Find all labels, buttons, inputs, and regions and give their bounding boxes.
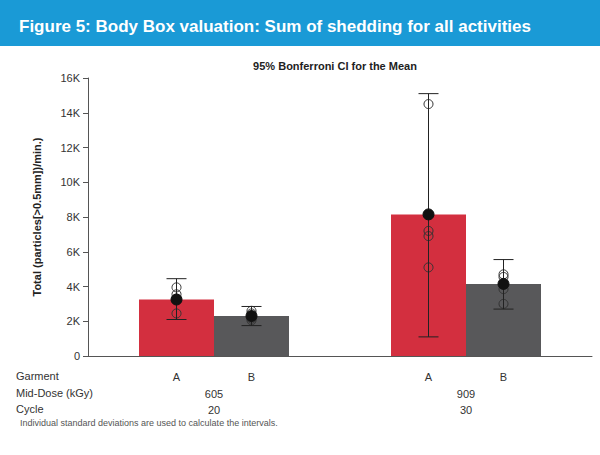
svg-text:30: 30 [460, 404, 472, 416]
svg-text:A: A [425, 371, 433, 383]
svg-text:Mid-Dose (kGy): Mid-Dose (kGy) [16, 387, 93, 399]
svg-text:Figure 5: Body Box valuation:: Figure 5: Body Box valuation: Sum of she… [19, 17, 531, 36]
svg-text:A: A [173, 371, 181, 383]
svg-text:2K: 2K [67, 315, 81, 327]
svg-text:Garment: Garment [16, 370, 59, 382]
svg-text:Cycle: Cycle [16, 403, 44, 415]
svg-text:6K: 6K [67, 246, 81, 258]
svg-text:20: 20 [208, 404, 220, 416]
svg-text:95% Bonferroni CI for the Mean: 95% Bonferroni CI for the Mean [253, 60, 417, 72]
svg-text:10K: 10K [60, 176, 80, 188]
svg-text:16K: 16K [60, 72, 80, 84]
svg-text:Total (particles[>0.5mm])/min.: Total (particles[>0.5mm])/min.) [31, 137, 43, 296]
svg-text:0: 0 [74, 350, 80, 362]
svg-text:4K: 4K [67, 281, 81, 293]
svg-text:605: 605 [205, 388, 223, 400]
svg-text:12K: 12K [60, 142, 80, 154]
svg-text:8K: 8K [67, 211, 81, 223]
svg-text:14K: 14K [60, 107, 80, 119]
svg-text:B: B [500, 371, 507, 383]
svg-text:B: B [248, 371, 255, 383]
svg-text:Individual standard deviations: Individual standard deviations are used … [20, 418, 278, 428]
svg-text:909: 909 [457, 388, 475, 400]
